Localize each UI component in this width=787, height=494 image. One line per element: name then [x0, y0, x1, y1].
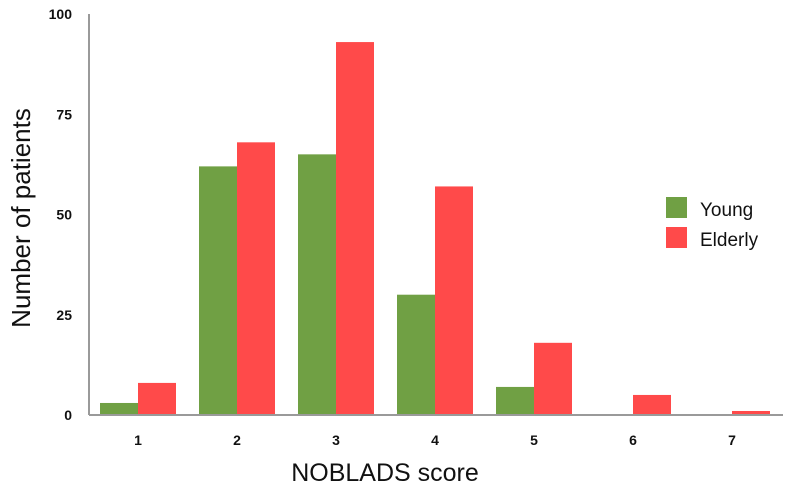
x-axis-title: NOBLADS score [291, 459, 479, 487]
bars-layer [100, 42, 770, 415]
bar-elderly-4 [435, 186, 473, 415]
legend-label-young: Young [700, 200, 753, 221]
x-tick-label-2: 2 [233, 432, 241, 448]
bar-elderly-2 [237, 142, 275, 415]
x-tick-label-3: 3 [332, 432, 340, 448]
bar-young-5 [496, 386, 534, 415]
y-axis-title: Number of patients [6, 108, 36, 328]
bar-elderly-7 [732, 410, 770, 415]
y-tick-labels: 0 25 50 75 100 [49, 6, 73, 423]
legend: Young Elderly [666, 197, 759, 251]
bar-young-2 [199, 166, 237, 415]
y-tick-label-100: 100 [49, 6, 73, 22]
y-tick-label-75: 75 [56, 106, 72, 122]
y-tick-label-50: 50 [56, 207, 72, 223]
bar-young-1 [100, 402, 138, 415]
legend-swatch-elderly [666, 227, 687, 248]
y-tick-label-25: 25 [56, 307, 72, 323]
x-tick-labels: 1 2 3 4 5 6 7 [134, 432, 736, 448]
y-tick-label-0: 0 [64, 407, 72, 423]
x-tick-label-6: 6 [629, 432, 637, 448]
bar-elderly-5 [534, 342, 572, 415]
bar-elderly-3 [336, 42, 374, 415]
bar-elderly-6 [633, 394, 671, 415]
x-tick-label-5: 5 [530, 432, 538, 448]
bar-young-4 [397, 294, 435, 415]
legend-swatch-young [666, 197, 687, 218]
bar-elderly-1 [138, 382, 176, 415]
legend-label-elderly: Elderly [700, 230, 759, 251]
axes-layer [88, 14, 783, 416]
bar-young-3 [298, 154, 336, 415]
x-tick-label-4: 4 [431, 432, 439, 448]
x-tick-label-1: 1 [134, 432, 142, 448]
x-tick-label-7: 7 [728, 432, 736, 448]
